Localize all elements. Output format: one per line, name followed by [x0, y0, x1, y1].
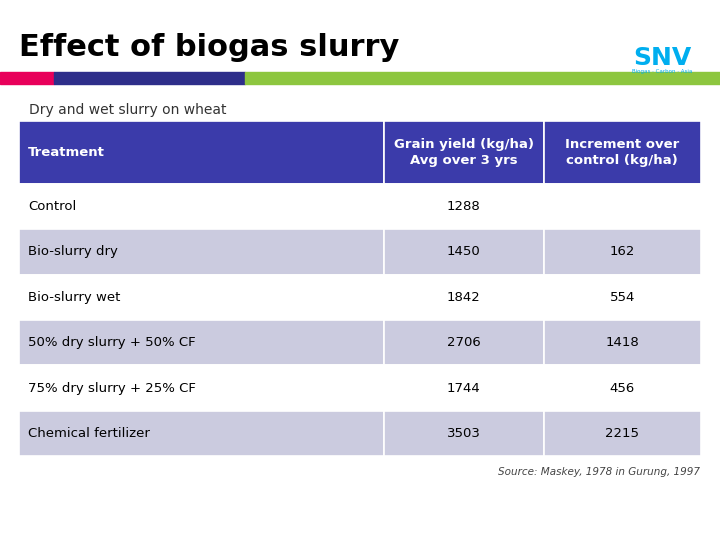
Bar — [19, 229, 384, 274]
Text: 2215: 2215 — [606, 427, 639, 440]
Text: Treatment: Treatment — [28, 146, 105, 159]
Bar — [384, 320, 544, 366]
Text: Bio-slurry dry: Bio-slurry dry — [28, 245, 118, 258]
Text: 3503: 3503 — [447, 427, 481, 440]
Text: 50% dry slurry + 50% CF: 50% dry slurry + 50% CF — [28, 336, 196, 349]
Text: SNV: SNV — [634, 46, 691, 70]
Text: Bio-slurry wet: Bio-slurry wet — [28, 291, 120, 303]
Text: 2706: 2706 — [447, 336, 481, 349]
Text: Control: Control — [28, 200, 76, 213]
Bar — [544, 184, 701, 229]
Text: 1288: 1288 — [447, 200, 481, 213]
Text: 456: 456 — [610, 382, 635, 395]
Text: Effect of biogas slurry: Effect of biogas slurry — [19, 33, 400, 62]
Bar — [544, 274, 701, 320]
Bar — [19, 184, 384, 229]
Bar — [544, 229, 701, 274]
Text: Increment over
control (kg/ha): Increment over control (kg/ha) — [565, 138, 680, 167]
Bar — [384, 411, 544, 456]
Bar — [544, 122, 701, 184]
Text: 1842: 1842 — [447, 291, 481, 303]
Text: 1744: 1744 — [447, 382, 481, 395]
Text: 1450: 1450 — [447, 245, 481, 258]
Bar — [384, 229, 544, 274]
Bar — [0, 72, 54, 84]
Bar — [544, 320, 701, 366]
Bar — [19, 122, 384, 184]
Bar — [384, 366, 544, 411]
Text: 554: 554 — [610, 291, 635, 303]
Bar — [384, 184, 544, 229]
Bar — [544, 411, 701, 456]
Text: 162: 162 — [610, 245, 635, 258]
Text: Biogas · Carbon · Asia: Biogas · Carbon · Asia — [632, 69, 693, 74]
Text: 1418: 1418 — [606, 336, 639, 349]
Bar — [19, 366, 384, 411]
Bar — [384, 122, 544, 184]
Text: Dry and wet slurry on wheat: Dry and wet slurry on wheat — [29, 103, 226, 117]
Text: Source: Maskey, 1978 in Gurung, 1997: Source: Maskey, 1978 in Gurung, 1997 — [498, 467, 700, 477]
Bar — [19, 320, 384, 366]
Bar — [384, 274, 544, 320]
Bar — [245, 72, 720, 84]
Text: 75% dry slurry + 25% CF: 75% dry slurry + 25% CF — [28, 382, 196, 395]
Bar — [54, 72, 245, 84]
Bar — [544, 366, 701, 411]
Text: Grain yield (kg/ha)
Avg over 3 yrs: Grain yield (kg/ha) Avg over 3 yrs — [394, 138, 534, 167]
Bar — [19, 274, 384, 320]
Bar — [19, 411, 384, 456]
Text: Chemical fertilizer: Chemical fertilizer — [28, 427, 150, 440]
